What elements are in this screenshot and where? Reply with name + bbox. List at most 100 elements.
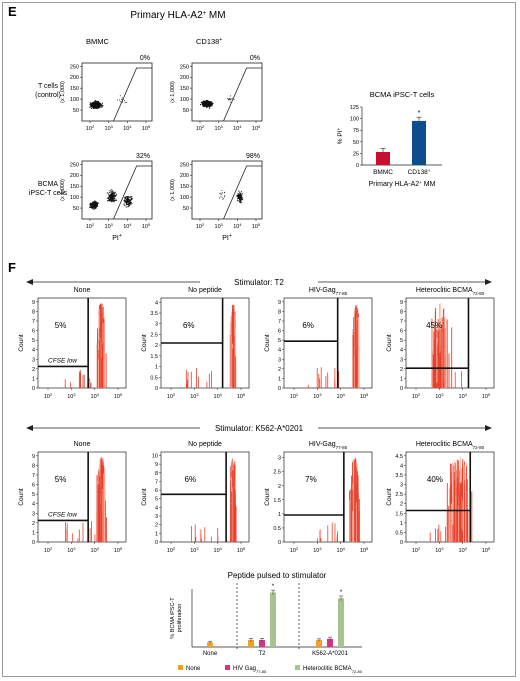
- flow-plot-frame: [191, 62, 263, 122]
- event-dot: [92, 102, 95, 104]
- gate-percent: 5%: [55, 321, 67, 330]
- event-dot: [95, 206, 97, 208]
- histogram-title: Heteroclitic BCMA72-80: [416, 287, 485, 296]
- histogram-xtick-label: 102: [167, 547, 175, 554]
- histogram-xtick-label-base: 10: [459, 394, 465, 400]
- event-dot: [89, 102, 92, 104]
- histogram-ylabel: Count: [18, 488, 25, 506]
- bar-f-bar: [248, 640, 254, 647]
- histogram-ylabel: Count: [386, 488, 393, 506]
- bar-e-ytick-label: 0: [356, 163, 359, 169]
- flow-xtick-label-exp: 2: [202, 223, 204, 227]
- event-dot: [240, 193, 242, 195]
- flow-y-unit: (x 1,000): [60, 179, 66, 201]
- event-dot: [111, 189, 113, 191]
- histogram-xtick-label-exp: 5: [488, 393, 490, 397]
- event-dot: [219, 192, 221, 194]
- event-dot: [208, 106, 210, 108]
- event-dot: [219, 197, 220, 199]
- histogram-ytick-label: 9: [155, 462, 158, 468]
- event-dot: [96, 202, 99, 204]
- histogram-xtick-label-base: 10: [337, 548, 343, 554]
- event-dot: [90, 203, 92, 205]
- flow-xtick-label: 103: [215, 223, 223, 230]
- event-dot: [205, 101, 208, 103]
- flow-ytick-label: 150: [70, 184, 79, 190]
- column-label-0: BMMC: [86, 37, 109, 46]
- flow-plot-frame: [81, 62, 153, 122]
- bar-e-category-1: CD138+: [408, 168, 431, 177]
- event-dot: [128, 203, 130, 205]
- event-dot: [113, 195, 115, 197]
- histogram-xtick-label-base: 10: [435, 548, 441, 554]
- flow-ytick-label: 100: [180, 97, 189, 103]
- event-dot: [95, 201, 97, 203]
- panel-f-label: F: [8, 260, 16, 275]
- arrow-right-head: [485, 425, 492, 431]
- histogram-xtick-label-exp: 5: [243, 547, 245, 551]
- histogram-title: HIV-Gag77-85: [309, 287, 348, 296]
- histogram-xtick-label-exp: 2: [50, 547, 52, 551]
- histogram-xtick-label-base: 10: [482, 394, 488, 400]
- event-dot: [221, 190, 223, 191]
- flow-xtick-label-exp: 3: [111, 223, 113, 227]
- bar-e-bar-0: [376, 152, 390, 165]
- histogram-xtick-label-exp: 4: [220, 547, 223, 551]
- histogram-ytick-label: 3: [155, 322, 158, 328]
- histogram-xtick-label-base: 10: [337, 394, 343, 400]
- flow-xtick-label-exp: 2: [92, 125, 94, 129]
- histogram-xtick-label-exp: 4: [97, 393, 100, 397]
- event-dot: [109, 196, 111, 198]
- bar-e-ytick-label: 100: [350, 117, 359, 123]
- stimulator-label-bg: [200, 421, 318, 433]
- histogram-title: HIV-Gag77-85: [309, 441, 348, 450]
- event-dot: [101, 102, 103, 104]
- histogram-ytick-label: 9: [400, 300, 403, 306]
- event-dot: [110, 198, 113, 200]
- event-dot: [230, 99, 232, 101]
- gate-percent: 40%: [427, 475, 443, 484]
- histogram-spikes: [191, 457, 237, 542]
- bar-f-bar: [327, 638, 333, 647]
- event-dot: [91, 103, 93, 106]
- histogram-title-sub: 72-80: [473, 445, 485, 450]
- flow-xtick-label: 105: [252, 125, 260, 132]
- bar-e-xlabel-text: Primary HLA-A2: [369, 181, 420, 188]
- histogram-xtick-label: 104: [459, 393, 468, 400]
- histogram-xtick-label-base: 10: [44, 548, 50, 554]
- histogram-frame: [37, 297, 127, 389]
- histogram-ytick-label: 7: [278, 319, 281, 325]
- event-dot: [96, 201, 98, 203]
- event-dot: [101, 106, 103, 108]
- column-label-text: BMMC: [86, 37, 109, 46]
- event-dot: [127, 203, 129, 205]
- event-dot: [113, 198, 115, 200]
- event-dot: [241, 193, 243, 195]
- event-dot: [96, 103, 98, 105]
- histogram-xtick-label-base: 10: [360, 394, 366, 400]
- event-dot: [204, 103, 206, 105]
- event-dot: [203, 104, 205, 106]
- histogram-ytick-label: 0.5: [395, 530, 403, 536]
- histogram-xtick-label-exp: 3: [73, 393, 75, 397]
- histogram-xtick-label: 103: [67, 393, 75, 400]
- row-label-1: iPSC-T cells: [29, 190, 68, 197]
- legend-label-sub: 77-85: [256, 669, 267, 674]
- histogram-xtick-label: 105: [114, 393, 122, 400]
- histogram-ytick-label: 3: [32, 511, 35, 517]
- event-dot: [107, 200, 109, 202]
- event-dot: [129, 199, 132, 201]
- histogram-ytick-label: 1: [400, 376, 403, 382]
- event-dot: [126, 198, 128, 200]
- event-dot: [131, 198, 133, 200]
- histogram-xtick-label: 105: [237, 393, 245, 400]
- event-dot: [210, 101, 212, 103]
- histogram-xtick-label-base: 10: [360, 548, 366, 554]
- flow-ytick-label: 150: [180, 86, 189, 92]
- event-dot: [109, 190, 111, 192]
- event-dot: [131, 199, 133, 201]
- histogram-title-text: Heteroclitic BCMA: [416, 441, 473, 448]
- event-dot: [93, 202, 95, 204]
